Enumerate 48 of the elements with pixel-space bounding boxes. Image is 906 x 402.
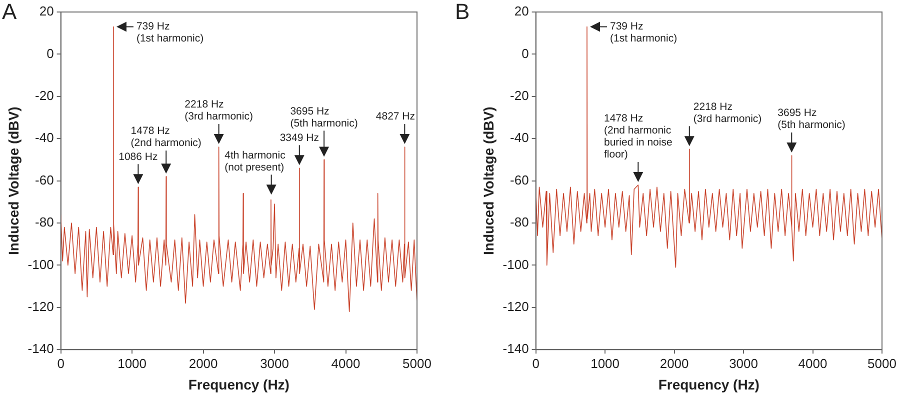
y-tick-label: 20 — [514, 4, 529, 19]
chart-title: A — [2, 0, 17, 24]
annotation: 4th harmonic (not present) — [224, 149, 286, 174]
annotation: 739 Hz (1st harmonic) — [136, 20, 204, 45]
annotation: 3349 Hz — [280, 132, 319, 144]
x-tick-label: 5000 — [402, 356, 432, 371]
y-tick-label: -20 — [510, 88, 529, 103]
x-axis-title: Frequency (Hz) — [188, 376, 290, 392]
y-tick-label: -20 — [35, 88, 54, 103]
annotation: 2218 Hz (3rd harmonic) — [184, 98, 253, 123]
x-tick-label: 2000 — [188, 356, 218, 371]
x-tick-label: 1000 — [590, 356, 620, 371]
annotation: 3695 Hz (5th harmonic) — [778, 107, 846, 132]
annotation: 739 Hz (1st harmonic) — [610, 20, 678, 45]
y-tick-label: -120 — [502, 298, 529, 314]
annotation: 3695 Hz (5th harmonic) — [290, 105, 358, 130]
y-tick-label: -60 — [35, 172, 54, 188]
y-tick-label: -140 — [28, 341, 54, 356]
y-tick-label: -60 — [510, 172, 529, 188]
annotation: 1478 Hz (2nd harmonic) — [130, 125, 202, 150]
y-tick-label: -80 — [35, 214, 54, 230]
x-tick-label: 0 — [532, 356, 540, 371]
y-tick-label: -80 — [510, 214, 529, 230]
y-tick-label: -100 — [28, 256, 54, 272]
annotation: 4827 Hz — [376, 110, 415, 123]
x-tick-label: 4000 — [798, 356, 828, 371]
x-tick-label: 5000 — [868, 356, 896, 371]
y-tick-label: 0 — [46, 46, 54, 61]
x-tick-label: 3000 — [260, 356, 289, 371]
chart-title: B — [455, 0, 470, 24]
annotation: 2218 Hz (3rd harmonic) — [693, 100, 762, 125]
x-tick-label: 1000 — [118, 356, 147, 371]
y-tick-label: -120 — [28, 298, 54, 314]
y-tick-label: -40 — [510, 130, 529, 146]
x-tick-label: 4000 — [331, 356, 360, 371]
x-axis-title: Frequency (Hz) — [658, 376, 760, 392]
x-tick-label: 0 — [57, 356, 64, 371]
y-tick-label: -140 — [502, 341, 529, 356]
annotation: 1086 Hz — [118, 150, 158, 163]
y-tick-label: 0 — [522, 46, 529, 61]
y-axis-title: Induced Voltage (dBV) — [480, 106, 496, 255]
x-tick-label: 3000 — [729, 356, 758, 371]
y-tick-label: 20 — [39, 4, 54, 19]
y-tick-label: -100 — [502, 256, 529, 272]
annotation: 1478 Hz (2nd harmonic buried in noise floor) — [604, 112, 672, 161]
x-tick-label: 2000 — [660, 356, 689, 371]
y-tick-label: -40 — [35, 130, 54, 146]
y-axis-title: Induced Voltage (dBV) — [5, 106, 22, 255]
